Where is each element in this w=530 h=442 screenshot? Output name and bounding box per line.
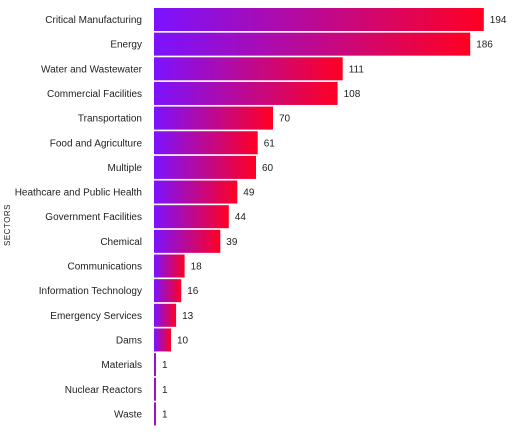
category-label-heathcare-and-public-health: Heathcare and Public Health	[15, 188, 142, 199]
category-labels: Critical Manufacturing Energy Water and Wa…	[15, 15, 143, 420]
value-label-materials: 1	[162, 360, 168, 371]
bar-emergency-services	[154, 303, 177, 327]
category-label-food-and-agriculture: Food and Agriculture	[50, 138, 143, 149]
bar-heathcare-and-public-health	[154, 180, 238, 204]
value-label-food-and-agriculture: 61	[264, 138, 276, 149]
value-label-transportation: 70	[279, 114, 291, 125]
value-label-dams: 10	[177, 335, 189, 346]
category-label-dams: Dams	[116, 335, 142, 346]
bar-energy	[154, 32, 471, 56]
value-label-nuclear-reactors: 1	[162, 385, 168, 396]
value-label-government-facilities: 44	[235, 212, 247, 223]
category-label-waste: Waste	[114, 409, 142, 420]
bar-information-technology	[154, 279, 182, 303]
category-label-emergency-services: Emergency Services	[50, 311, 142, 322]
value-label-heathcare-and-public-health: 49	[243, 188, 255, 199]
category-label-communications: Communications	[68, 262, 142, 273]
category-label-critical-manufacturing: Critical Manufacturing	[45, 15, 142, 26]
value-label-information-technology: 16	[187, 286, 199, 297]
bar-communications	[154, 254, 185, 278]
category-label-energy: Energy	[110, 40, 142, 51]
bar-chemical	[154, 229, 221, 253]
bar-government-facilities	[154, 205, 229, 229]
bar-multiple	[154, 155, 256, 179]
category-label-commercial-facilities: Commercial Facilities	[47, 89, 142, 100]
category-label-chemical: Chemical	[100, 237, 142, 248]
y-axis-title: SECTORS	[3, 204, 12, 246]
bar-commercial-facilities	[154, 81, 338, 105]
bar-waste	[154, 402, 156, 426]
category-label-information-technology: Information Technology	[39, 286, 142, 297]
category-label-materials: Materials	[101, 360, 142, 371]
category-label-water-and-wastewater: Water and Wastewater	[41, 64, 143, 75]
bar-water-and-wastewater	[154, 57, 343, 81]
category-label-government-facilities: Government Facilities	[45, 212, 142, 223]
category-label-nuclear-reactors: Nuclear Reactors	[65, 385, 142, 396]
bar-materials	[154, 353, 156, 377]
category-label-transportation: Transportation	[78, 114, 142, 125]
value-label-waste: 1	[162, 409, 168, 420]
bar-transportation	[154, 106, 273, 130]
value-label-chemical: 39	[226, 237, 238, 248]
value-label-critical-manufacturing: 194	[490, 15, 507, 26]
bar-critical-manufacturing	[154, 8, 484, 31]
value-label-water-and-wastewater: 111	[349, 64, 365, 75]
category-label-multiple: Multiple	[108, 163, 143, 174]
bar-dams	[154, 328, 171, 352]
value-label-emergency-services: 13	[182, 311, 194, 322]
value-label-energy: 186	[476, 40, 493, 51]
value-label-multiple: 60	[262, 163, 274, 174]
bars-group	[154, 8, 484, 426]
value-label-commercial-facilities: 108	[344, 89, 361, 100]
bar-nuclear-reactors	[154, 377, 156, 401]
bar-food-and-agriculture	[154, 131, 258, 155]
value-label-communications: 18	[191, 262, 203, 273]
